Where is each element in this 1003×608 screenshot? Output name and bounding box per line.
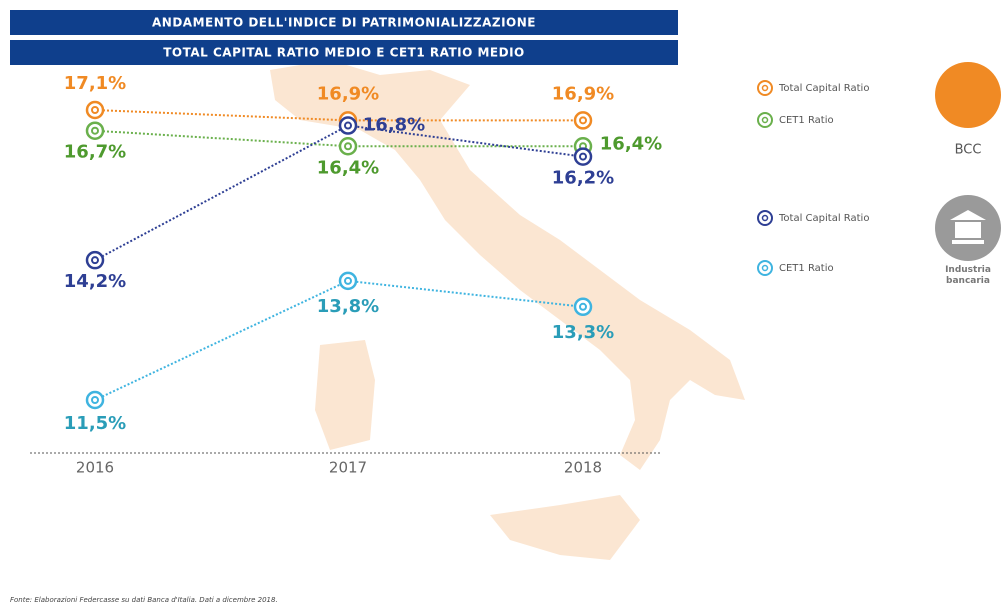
legend-marker [757, 210, 773, 226]
group-label: Industria bancaria [945, 265, 991, 286]
series-line [94, 124, 584, 262]
value-label: 16,8% [363, 115, 425, 136]
marker-inner [91, 396, 99, 404]
value-label: 16,7% [64, 142, 126, 163]
marker [85, 250, 105, 270]
bcc-icon [935, 62, 1001, 128]
subtitle-banner [10, 40, 678, 65]
marker [338, 116, 358, 135]
marker-inner [91, 106, 99, 114]
marker-inner [91, 256, 99, 265]
sardinia-map [315, 340, 375, 450]
legend-marker [757, 80, 773, 96]
legend-marker-inner [761, 264, 769, 272]
group-label: BCC [955, 143, 982, 158]
marker [85, 121, 105, 140]
legend-label: CET1 Ratio [779, 115, 834, 126]
series-line [94, 129, 583, 148]
marker [338, 271, 358, 291]
marker [85, 100, 105, 120]
legend-label: Total Capital Ratio [778, 213, 869, 224]
title-banner [10, 10, 678, 35]
marker [85, 390, 105, 410]
marker [338, 137, 358, 156]
marker-inner [344, 142, 352, 151]
value-label: 16,9% [552, 83, 614, 104]
marker-inner [579, 302, 587, 311]
italy-map [270, 60, 745, 470]
marker-inner [579, 116, 587, 125]
value-label: 16,4% [317, 157, 379, 178]
legend-marker-inner [761, 214, 769, 222]
value-label: 11,5% [64, 413, 126, 434]
marker-inner [344, 276, 352, 285]
legend-marker [757, 260, 773, 276]
legend-marker [757, 112, 773, 128]
value-label: 14,2% [64, 271, 126, 292]
source-note: Fonte: Elaborazioni Federcasse su dati B… [10, 596, 278, 604]
marker [573, 297, 593, 317]
chart-subtitle: TOTAL CAPITAL RATIO MEDIO E CET1 RATIO M… [163, 46, 525, 60]
x-tick-label: 2017 [329, 459, 367, 477]
legend-marker-inner [761, 116, 769, 124]
value-label: 16,4% [600, 133, 662, 154]
marker-inner [344, 121, 352, 130]
x-tick-label: 2016 [76, 459, 114, 477]
legend-label: CET1 Ratio [779, 263, 834, 274]
marker-inner [91, 126, 99, 135]
value-label: 16,9% [317, 83, 379, 104]
x-tick-label: 2018 [564, 459, 602, 477]
value-label: 13,3% [552, 322, 614, 343]
chart-title: ANDAMENTO DELL'INDICE DI PATRIMONIALIZZA… [152, 16, 536, 30]
marker [573, 147, 593, 166]
legend-marker-inner [761, 84, 769, 92]
marker-inner [579, 152, 587, 161]
value-label: 16,2% [552, 168, 614, 189]
value-label: 13,8% [317, 296, 379, 317]
series-line [94, 279, 584, 401]
value-label: 17,1% [64, 73, 126, 94]
legend-label: Total Capital Ratio [778, 83, 869, 94]
sicily-map [490, 495, 640, 560]
bank-glyph [950, 210, 986, 244]
marker [573, 111, 593, 130]
